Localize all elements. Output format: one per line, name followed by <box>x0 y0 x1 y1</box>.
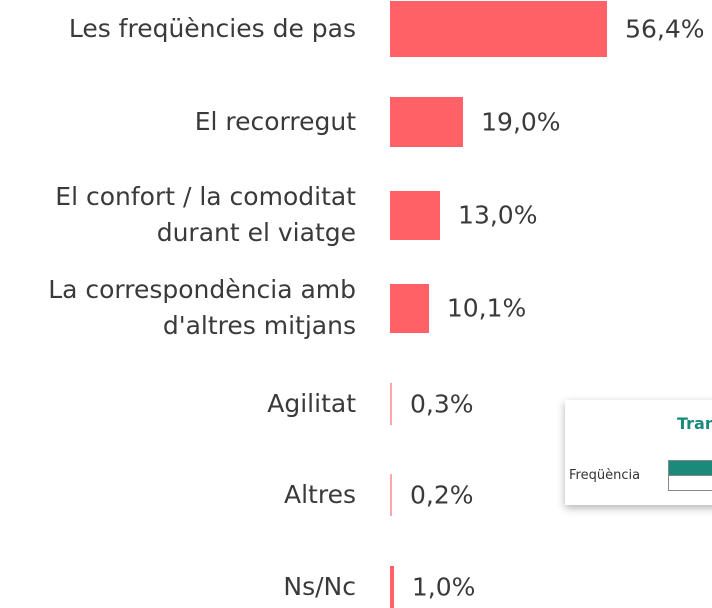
value-label: 56,4% <box>625 14 705 44</box>
value-label: 10,1% <box>446 293 527 323</box>
popup-label: Freqüència <box>569 468 641 483</box>
category-label: El confort / la comoditat durant el viat… <box>55 182 356 247</box>
value-label: 13,0% <box>458 200 538 230</box>
bar <box>390 97 464 147</box>
category-label: El recorregut <box>194 107 356 136</box>
value-label: 1,0% <box>411 572 476 602</box>
bar <box>390 474 392 516</box>
category-label: Agilitat <box>267 389 356 418</box>
value-label: 0,2% <box>410 480 474 510</box>
bar <box>390 283 429 333</box>
bar <box>390 566 394 608</box>
tooltip-popup: Tran Freqüència <box>565 400 712 505</box>
bar <box>390 1 608 57</box>
category-label: Ns/Nc <box>283 572 356 601</box>
value-label: 19,0% <box>481 107 561 137</box>
value-label: 0,3% <box>410 389 474 419</box>
popup-swatch <box>668 475 712 491</box>
bar <box>390 190 441 240</box>
category-label: Altres <box>284 480 356 509</box>
popup-title: Tran <box>677 414 712 433</box>
category-label: La correspondència amb d'altres mitjans <box>48 275 356 340</box>
popup-swatch <box>668 460 712 476</box>
bar <box>390 383 392 425</box>
category-label: Les freqüències de pas <box>68 14 356 43</box>
